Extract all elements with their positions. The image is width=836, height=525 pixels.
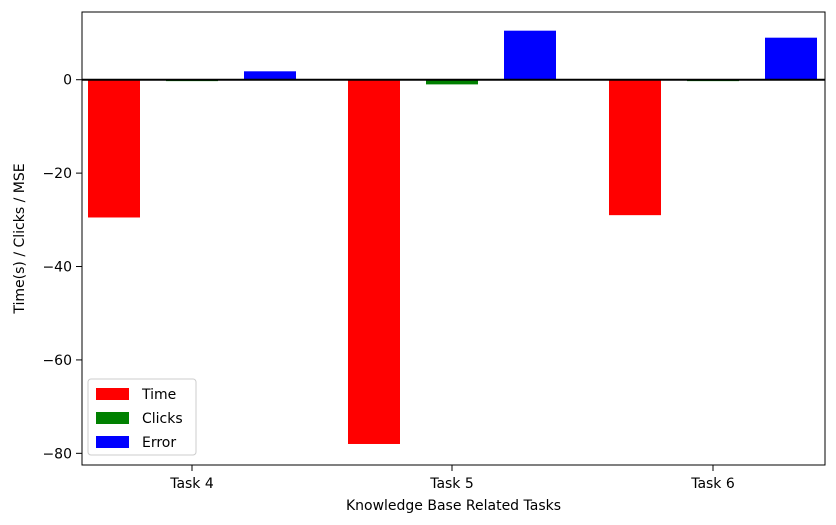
y-tick-label: −80 <box>42 446 72 462</box>
y-tick-label: −60 <box>42 353 72 369</box>
plot-frame <box>81 11 826 466</box>
bars-layer <box>88 30 817 444</box>
bar-time-task-5 <box>348 79 400 444</box>
y-axis-label: Time(s) / Clicks / MSE <box>12 163 28 314</box>
legend-swatch-clicks <box>96 412 129 424</box>
x-axis: Task 4 Task 5 Task 6 <box>169 465 735 492</box>
y-tick-label: 0 <box>63 73 72 89</box>
y-tick-label: −40 <box>42 260 72 276</box>
y-axis: 0 −20 −40 −60 −80 <box>42 73 82 462</box>
x-tick-label: Task 5 <box>429 476 474 492</box>
bar-error-task-4 <box>244 71 296 80</box>
bar-error-task-6 <box>765 37 817 80</box>
bar-clicks-task-5 <box>426 79 478 85</box>
bar-error-task-5 <box>504 30 556 80</box>
x-axis-label: Knowledge Base Related Tasks <box>346 498 561 514</box>
legend-label-clicks: Clicks <box>142 411 183 427</box>
y-tick-label: −20 <box>42 166 72 182</box>
legend-label-error: Error <box>142 435 176 451</box>
x-tick-label: Task 6 <box>690 476 735 492</box>
bar-time-task-6 <box>609 79 661 216</box>
legend-label-time: Time <box>141 387 176 403</box>
legend-swatch-time <box>96 388 129 400</box>
legend: Time Clicks Error <box>87 378 197 456</box>
x-tick-label: Task 4 <box>169 476 214 492</box>
bar-time-task-4 <box>88 79 140 218</box>
legend-swatch-error <box>96 436 129 448</box>
